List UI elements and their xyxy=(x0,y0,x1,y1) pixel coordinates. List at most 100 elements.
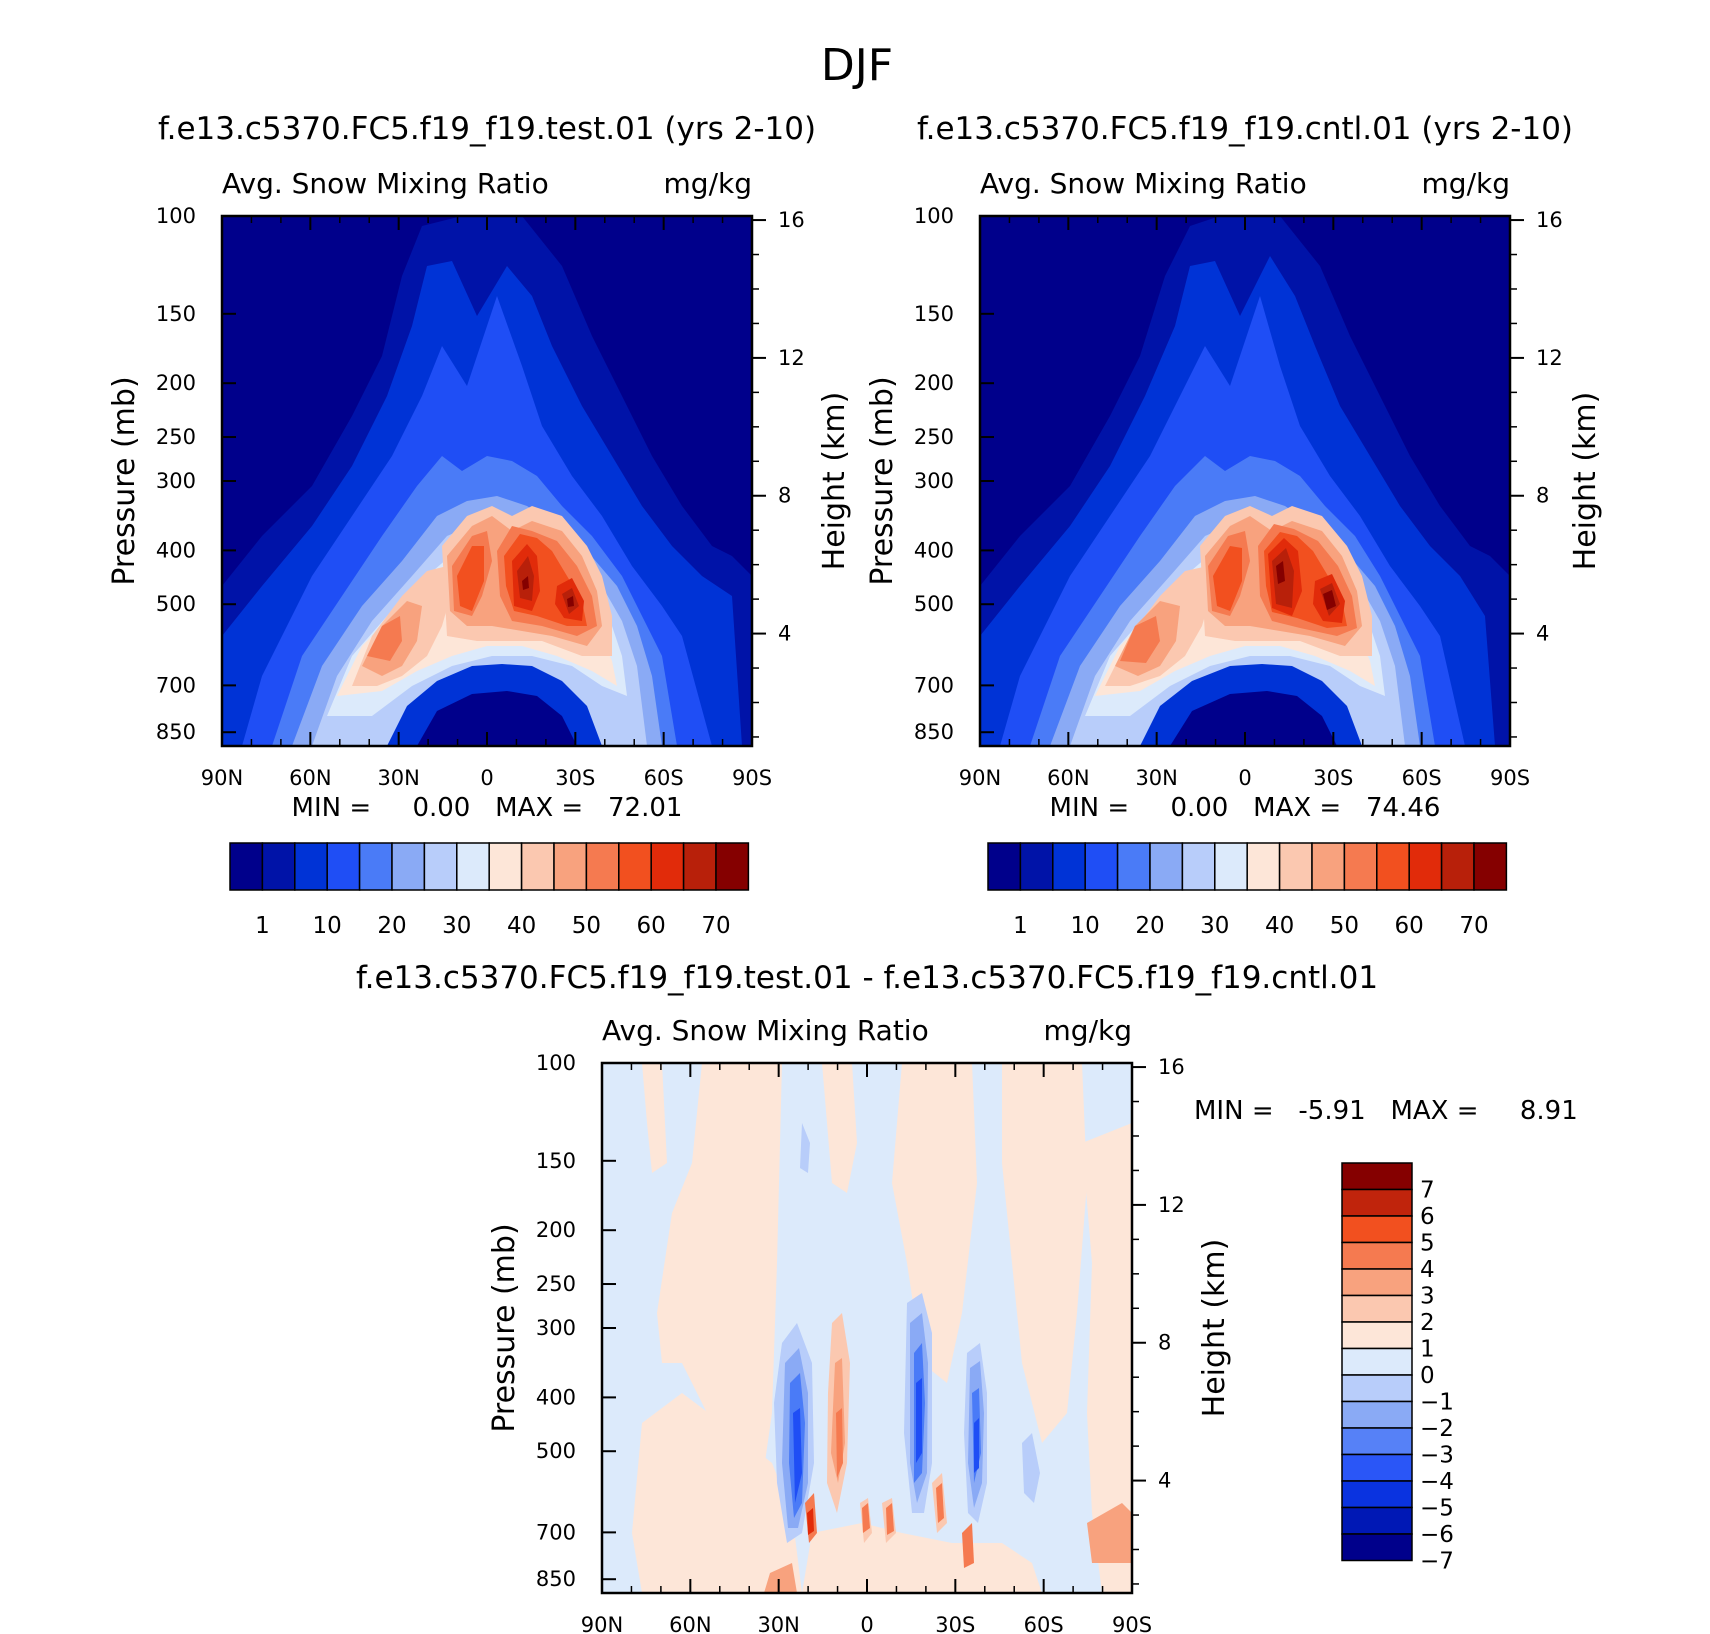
colorbar-label: 70 xyxy=(1459,913,1488,939)
colorbar-label: 60 xyxy=(637,913,666,939)
y-tick-label: 850 xyxy=(536,1567,576,1591)
panel-cntl-case-title: f.e13.c5370.FC5.f19_f19.cntl.01 (yrs 2-1… xyxy=(917,111,1573,147)
colorbar-swatch xyxy=(326,842,361,891)
x-tick-label: 0 xyxy=(480,766,493,790)
x-tick-label: 60N xyxy=(289,766,331,790)
colorbar-label: −7 xyxy=(1420,1549,1454,1575)
colorbar-swatch xyxy=(1341,1374,1413,1403)
y-tick-label: 200 xyxy=(914,371,954,395)
x-tick-label: 0 xyxy=(860,1613,873,1634)
colorbar-swatch xyxy=(456,842,490,891)
colorbar-label: −3 xyxy=(1420,1443,1454,1469)
x-tick-label: 30S xyxy=(555,766,595,790)
colorbar-label: 2 xyxy=(1420,1310,1435,1336)
colorbar-swatch xyxy=(1341,1533,1413,1562)
colorbar-label: 1 xyxy=(1420,1337,1435,1363)
contour-fill-pos-17 xyxy=(886,1503,894,1535)
panel-test-units-label: mg/kg xyxy=(664,167,752,200)
x-tick-label: 60S xyxy=(1402,766,1442,790)
x-tick-label: 0 xyxy=(1238,766,1251,790)
colorbar-swatch xyxy=(294,842,328,891)
contour-fill-pos-21 xyxy=(764,1563,797,1593)
colorbar-swatch xyxy=(1341,1506,1413,1535)
colorbar-label: 40 xyxy=(507,913,536,939)
colorbar-label: 4 xyxy=(1420,1257,1435,1283)
colorbar-label: −2 xyxy=(1420,1416,1454,1442)
panel-cntl: f.e13.c5370.FC5.f19_f19.cntl.01 (yrs 2-1… xyxy=(865,111,1603,939)
colorbar-test: 1 10 20 30 40 50 60 70 xyxy=(229,842,750,939)
x-tick-label: 60S xyxy=(644,766,684,790)
contour-fill-pos-7 xyxy=(1082,1123,1132,1593)
y-tick-label: 200 xyxy=(156,371,196,395)
y-tick-label: 150 xyxy=(914,302,954,326)
colorbar-swatch xyxy=(1341,1241,1413,1270)
y-tick-label: 250 xyxy=(536,1272,576,1296)
colorbar-swatch xyxy=(650,842,685,891)
colorbar-swatch xyxy=(682,842,717,891)
contour-fill-25 xyxy=(417,691,577,746)
colorbar-label: 6 xyxy=(1420,1204,1435,1230)
colorbar-label: −6 xyxy=(1420,1522,1454,1548)
y2-tick-label: 16 xyxy=(778,208,805,232)
colorbar-swatch xyxy=(488,842,523,891)
y-tick-label: 400 xyxy=(914,538,954,562)
colorbar-swatch xyxy=(987,842,1022,891)
colorbar-swatch xyxy=(423,842,458,891)
x-axis-cntl: 90N 60N 30N 0 30S 60S 90S xyxy=(959,216,1530,790)
y2label-test: Height (km) xyxy=(817,392,852,571)
colorbar-swatch xyxy=(1084,842,1119,891)
contour-fill-pos-22 xyxy=(1087,1503,1132,1563)
y2-tick-label: 8 xyxy=(778,484,791,508)
y-tick-label: 150 xyxy=(156,302,196,326)
contour-fill-pos-20 xyxy=(962,1523,974,1568)
contour-fill-pos-18 xyxy=(936,1483,944,1523)
colorbar-swatch xyxy=(1341,1400,1413,1429)
colorbar-swatch xyxy=(618,842,652,891)
y-tick-label: 850 xyxy=(914,720,954,744)
x-tick-label: 30N xyxy=(377,766,419,790)
contour-fill-pos-6 xyxy=(1002,1063,1087,1443)
colorbar-swatch xyxy=(1440,842,1475,891)
contour-fill-pos-16 xyxy=(862,1503,870,1533)
contour-fill-pos-19 xyxy=(807,1508,814,1535)
y2-axis-diff: 16 12 8 4 xyxy=(1132,1055,1185,1585)
contour-fill-pos-1 xyxy=(642,1063,667,1173)
x-tick-label: 60N xyxy=(669,1613,711,1634)
x-tick-label: 30S xyxy=(1313,766,1353,790)
colorbar-swatch xyxy=(1341,1215,1413,1244)
colorbar-swatch xyxy=(391,842,426,891)
plot-area-test xyxy=(222,216,752,746)
y2-tick-label: 4 xyxy=(778,622,791,646)
colorbar-label: 3 xyxy=(1420,1284,1435,1310)
colorbar-label: −1 xyxy=(1420,1390,1454,1416)
panel-cntl-units-label: mg/kg xyxy=(1422,167,1510,200)
contour-fill-15 xyxy=(457,546,484,611)
contour-fill-pos-8 xyxy=(802,1523,1042,1593)
colorbar-swatch xyxy=(715,842,750,891)
y-tick-label: 500 xyxy=(914,592,954,616)
contour-fill-pos-3 xyxy=(632,1393,802,1593)
plot-area-cntl xyxy=(980,216,1510,746)
x-tick-label: 60N xyxy=(1047,766,1089,790)
colorbar-label: 1 xyxy=(1013,913,1028,939)
y2-tick-label: 12 xyxy=(1158,1193,1185,1217)
colorbar-swatch xyxy=(1246,842,1281,891)
colorbar-swatch xyxy=(1376,842,1410,891)
contour-fill-neg-1 xyxy=(800,1123,810,1173)
contour-fill-23 xyxy=(1323,590,1336,610)
colorbar-swatch xyxy=(1341,1294,1413,1323)
ylabel-test: Pressure (mb) xyxy=(107,376,142,585)
colorbar-label: 5 xyxy=(1420,1231,1435,1257)
colorbar-label: 30 xyxy=(442,913,471,939)
contour-fill-neg-13 xyxy=(916,1378,922,1463)
colorbar-swatch xyxy=(261,842,296,891)
colorbar-label: 1 xyxy=(255,913,270,939)
x-tick-label: 30S xyxy=(935,1613,975,1634)
colorbar-label: 30 xyxy=(1200,913,1229,939)
y2-axis-cntl: 16 12 8 4 xyxy=(1510,208,1563,738)
colorbar-swatch xyxy=(1341,1162,1413,1191)
colorbar-label: 10 xyxy=(1071,913,1100,939)
y2-tick-label: 8 xyxy=(1536,484,1549,508)
y-tick-label: 100 xyxy=(536,1051,576,1075)
